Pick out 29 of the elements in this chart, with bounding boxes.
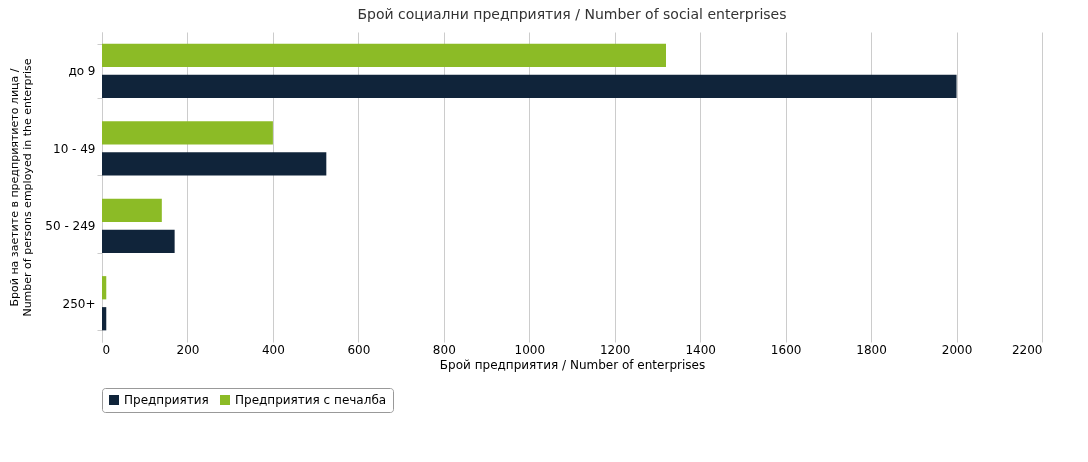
bar	[102, 276, 107, 300]
y-tick-label: 50 - 249	[45, 219, 96, 234]
x-tick-label: 1400	[685, 342, 716, 357]
y-tick-label: 10 - 49	[53, 141, 96, 156]
y-axis-title: Брой на заетите в предприятието лица / Number of persons employed in the enterprise	[8, 58, 35, 317]
x-tick-label: 800	[432, 342, 456, 357]
bar	[102, 43, 666, 67]
x-tick-label: 1000	[514, 342, 546, 357]
x-tick-label: 400	[261, 342, 285, 357]
x-tick-label: 0	[102, 342, 111, 357]
chart-title: Брой социални предприятия / Number of social enterprises	[357, 6, 787, 22]
y-tick-label: 250+	[62, 296, 96, 311]
x-tick-label: 600	[347, 342, 371, 357]
bar	[102, 121, 273, 145]
x-tick-label: 1600	[770, 342, 802, 357]
x-tick-label: 2200	[1011, 342, 1043, 357]
bar	[102, 198, 162, 222]
legend-label: Предприятия с печалба	[235, 393, 387, 407]
x-axis-title: Брой предприятия / Number of enterprises	[439, 357, 706, 372]
bar	[102, 229, 175, 253]
bar	[102, 74, 957, 98]
x-tick-label: 1800	[856, 342, 887, 357]
x-tick-label: 1200	[599, 342, 631, 357]
x-tick-label: 2000	[941, 342, 973, 357]
legend-label: Предприятия	[124, 393, 209, 407]
bar	[102, 307, 107, 331]
x-tick-label: 200	[176, 342, 200, 357]
bar	[102, 152, 327, 176]
y-tick-label: до 9	[68, 64, 96, 79]
